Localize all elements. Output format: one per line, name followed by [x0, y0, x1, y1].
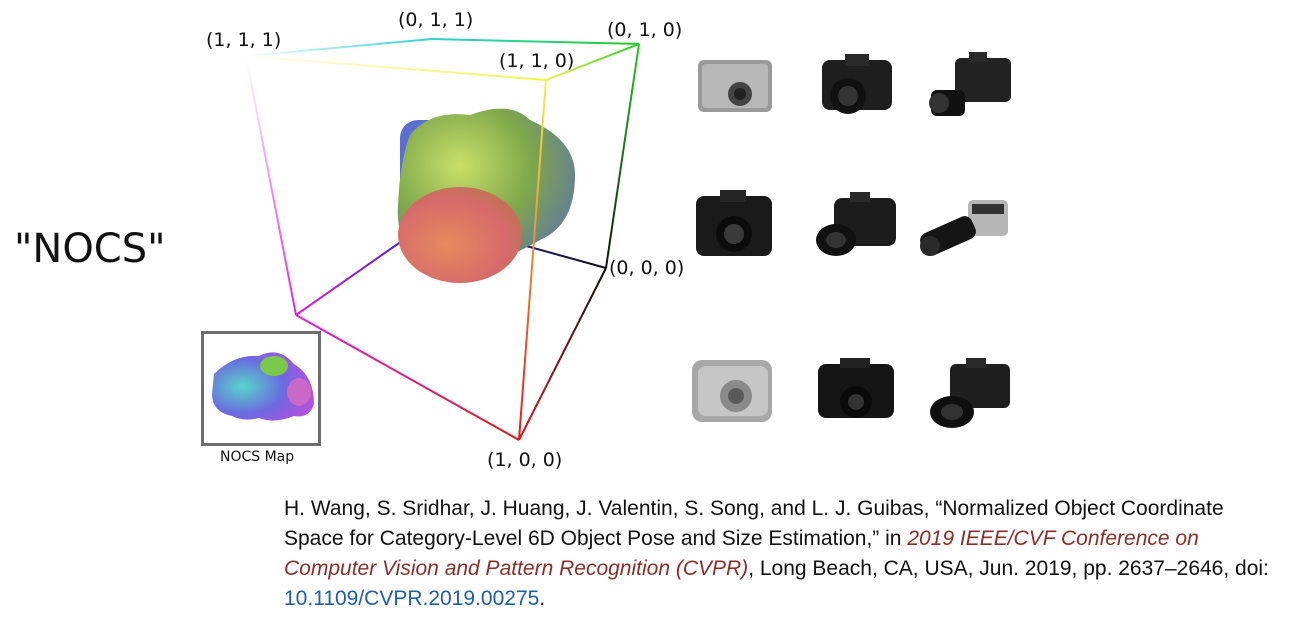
camera-thumbnail — [920, 186, 1012, 266]
label-1-1-1: (1, 1, 1) — [206, 29, 281, 51]
nocs-map-image — [212, 352, 314, 421]
nocs-camera-shape — [397, 108, 575, 283]
label-0-1-1: (0, 1, 1) — [398, 9, 473, 31]
label-0-1-0: (0, 1, 0) — [607, 19, 682, 41]
citation: H. Wang, S. Sridhar, J. Huang, J. Valent… — [284, 494, 1284, 614]
cube-edge — [431, 38, 640, 45]
cube-edge — [518, 267, 607, 441]
citation-details: , Long Beach, CA, USA, Jun. 2019, pp. 26… — [748, 557, 1269, 580]
citation-venue: 2019 IEEE/CVF Conference on Computer Vis… — [284, 527, 1199, 580]
citation-doi-link[interactable]: 10.1109/CVPR.2019.00275 — [284, 587, 540, 610]
cube-edge — [245, 55, 297, 316]
nocs-map-inset — [201, 331, 321, 446]
label-0-0-0: (0, 0, 0) — [609, 257, 684, 279]
camera-thumbnail — [690, 186, 782, 266]
nocs-cube-diagram: (1, 1, 1) (0, 1, 1) (0, 1, 0) (1, 1, 0) … — [206, 9, 684, 471]
cube-edge — [295, 314, 520, 441]
camera-thumbnail — [925, 46, 1017, 126]
camera-thumbnail — [688, 352, 780, 432]
citation-authors-title: H. Wang, S. Sridhar, J. Huang, J. Valent… — [284, 497, 1224, 550]
cube-edge — [605, 43, 640, 269]
label-1-1-0: (1, 1, 0) — [499, 50, 574, 72]
nocs-title: "NOCS" — [14, 226, 166, 272]
label-1-0-0: (1, 0, 0) — [487, 449, 562, 471]
cube-edge — [545, 43, 640, 81]
cube-edge — [518, 79, 547, 441]
camera-thumbnail — [690, 46, 782, 126]
camera-thumbnail — [922, 352, 1014, 432]
camera-thumbnail — [810, 186, 902, 266]
citation-end: . — [539, 587, 546, 610]
cube-edge — [245, 55, 547, 81]
nocs-map-label: NOCS Map — [220, 449, 295, 465]
camera-thumbnail — [810, 352, 902, 432]
cube-edge — [245, 38, 433, 57]
camera-thumbnail — [810, 46, 902, 126]
